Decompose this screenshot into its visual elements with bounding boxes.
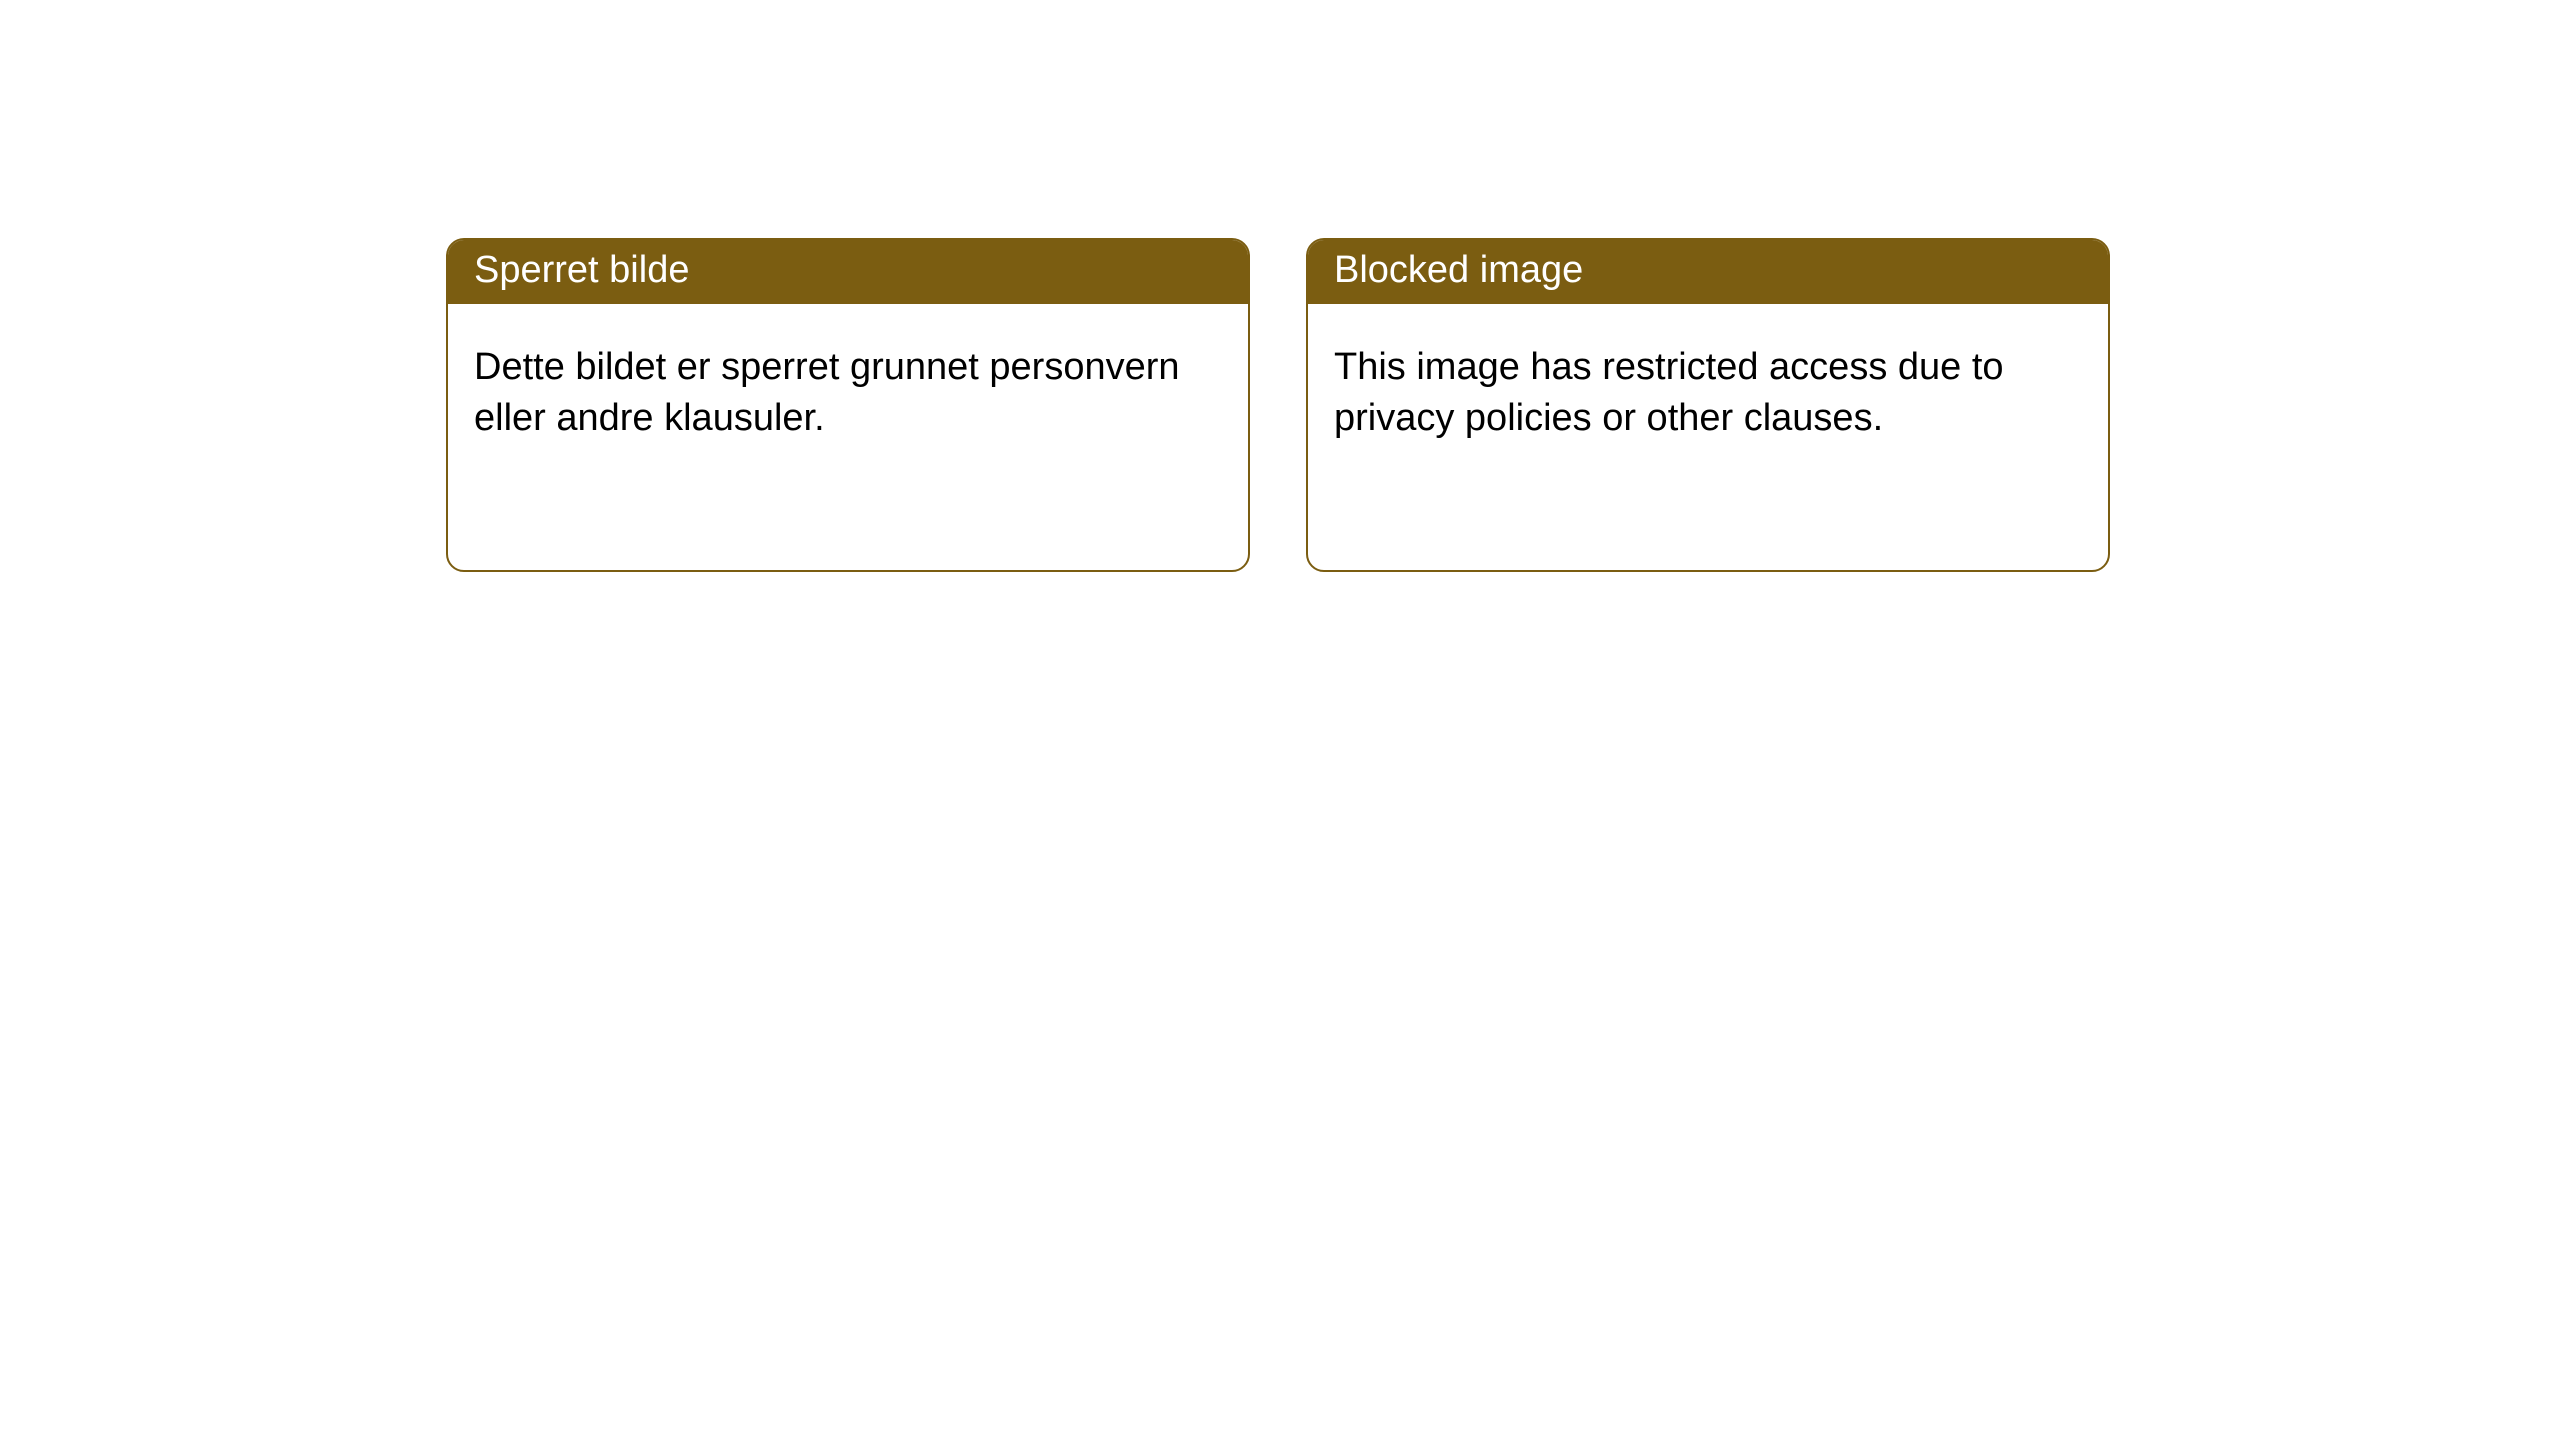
notices-container: Sperret bilde Dette bildet er sperret gr… (0, 0, 2560, 572)
notice-body-norwegian: Dette bildet er sperret grunnet personve… (448, 304, 1248, 471)
notice-box-english: Blocked image This image has restricted … (1306, 238, 2110, 572)
notice-body-english: This image has restricted access due to … (1308, 304, 2108, 471)
notice-box-norwegian: Sperret bilde Dette bildet er sperret gr… (446, 238, 1250, 572)
notice-title-english: Blocked image (1308, 240, 2108, 304)
notice-title-norwegian: Sperret bilde (448, 240, 1248, 304)
